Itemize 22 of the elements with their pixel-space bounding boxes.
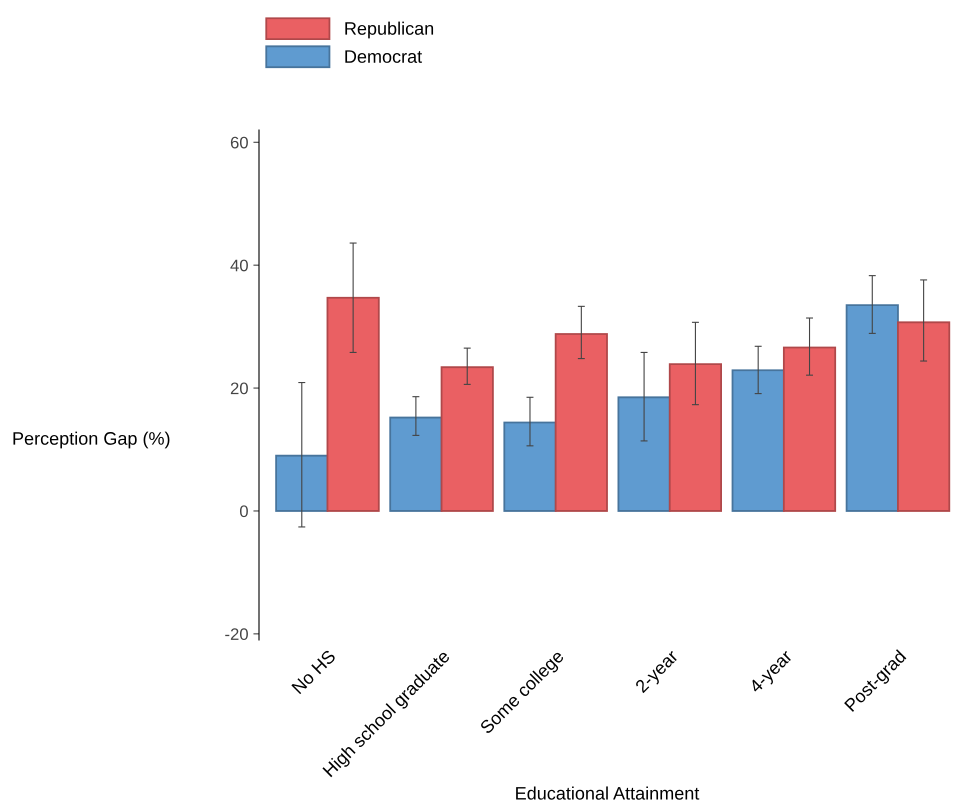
bar (618, 396, 671, 512)
y-axis-title: Perception Gap (%) (13, 432, 170, 448)
y-tick-label: 20 (230, 382, 248, 394)
x-axis-title: Educational Attainment (516, 786, 700, 800)
y-tick-label: 40 (230, 260, 248, 272)
y-tick-label: -20 (225, 628, 248, 640)
bar (554, 333, 608, 512)
bar (326, 296, 380, 512)
bar (503, 422, 557, 512)
bar (782, 346, 836, 512)
y-tick-label: 60 (230, 136, 248, 148)
bar (275, 454, 328, 512)
bar (732, 369, 785, 512)
legend-label: Democrat (345, 50, 422, 63)
bar (897, 321, 950, 512)
x-tick-label: No HS (291, 649, 336, 694)
y-tick-label: 0 (240, 505, 248, 518)
bar (389, 416, 442, 512)
bar (846, 304, 899, 512)
bar (668, 363, 722, 512)
legend-label: Republican (345, 22, 434, 38)
bar (440, 366, 494, 512)
